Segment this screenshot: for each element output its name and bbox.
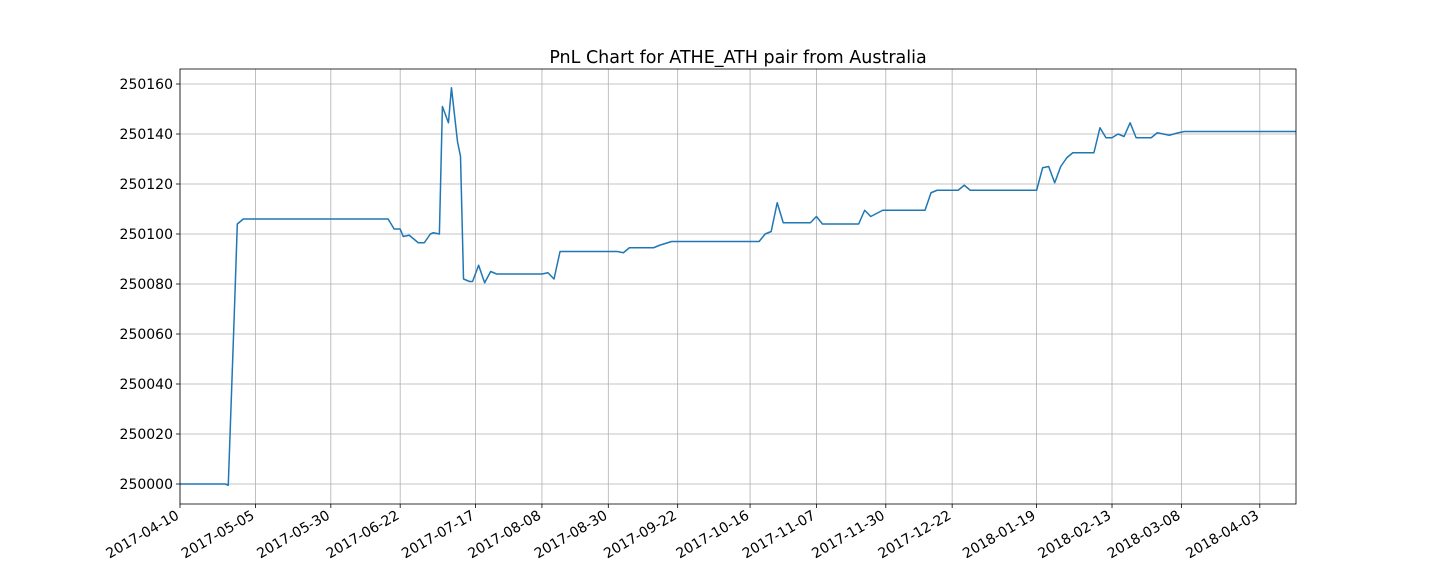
x-tick-label: 2017-05-05: [179, 508, 257, 563]
chart-title: PnL Chart for ATHE_ATH pair from Austral…: [549, 48, 926, 68]
x-tick-label: 2017-06-22: [324, 508, 402, 563]
x-tick-label: 2018-04-03: [1183, 508, 1261, 563]
x-tick-label: 2017-09-22: [601, 508, 679, 563]
x-tick-label: 2018-01-19: [960, 508, 1038, 563]
plot-frame: [179, 68, 1297, 505]
x-tick-label: 2017-11-07: [740, 508, 818, 563]
y-tick-label: 250160: [120, 77, 173, 93]
x-tick-label: 2018-03-08: [1105, 508, 1183, 563]
x-tick-label: 2017-04-10: [104, 508, 182, 563]
x-tick-label: 2018-02-13: [1036, 508, 1114, 563]
series-layer: [180, 87, 1296, 486]
axis-layer: 250000 250020 250040 250060 250080 250100 2501…: [104, 77, 1262, 562]
y-tick-label: 250000: [120, 477, 173, 493]
y-tick-label: 250020: [120, 427, 173, 443]
y-tick-label: 250120: [120, 177, 173, 193]
x-tick-label: 2017-10-16: [674, 508, 753, 563]
y-tick-label: 250080: [120, 277, 173, 293]
x-tick-label: 2017-05-30: [254, 508, 332, 563]
y-tick-label: 250140: [120, 127, 173, 143]
x-tick-label: 2017-12-22: [876, 508, 954, 563]
y-tick-label: 250040: [120, 377, 173, 393]
x-tick-label: 2017-11-30: [809, 508, 887, 563]
x-tick-label: 2017-07-17: [399, 508, 477, 563]
x-tick-label: 2017-08-08: [465, 508, 543, 563]
y-tick-label: 250100: [120, 227, 173, 243]
pnl-series-line: [180, 87, 1296, 486]
x-tick-label: 2017-08-30: [532, 508, 610, 563]
grid-layer: [179, 69, 1296, 504]
y-tick-label: 250060: [120, 327, 173, 343]
